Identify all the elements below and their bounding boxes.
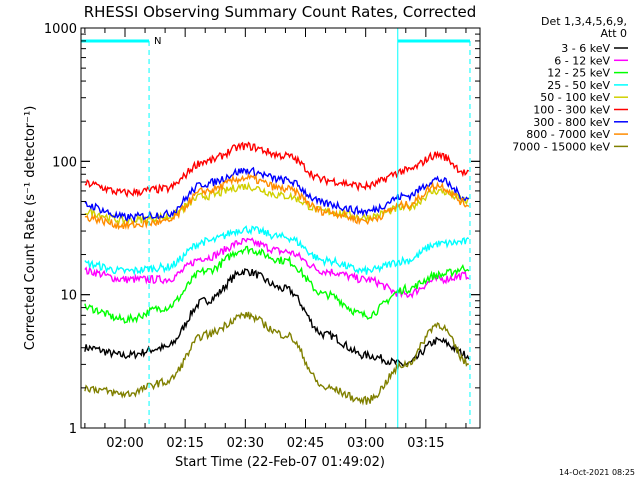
night-markers: N <box>81 28 471 428</box>
y-tick-label-3: 1000 <box>44 22 77 37</box>
plot-frame <box>80 27 481 429</box>
night-marker-label: N <box>154 36 161 47</box>
x-tick-label-4: 03:00 <box>347 436 384 451</box>
y-tick-label-0: 1 <box>69 422 77 437</box>
x-tick-label-5: 03:15 <box>407 436 444 451</box>
legend-label-4: 50 - 100 keV <box>540 91 610 104</box>
legend-label-0: 3 - 6 keV <box>561 42 610 55</box>
y-axis-label: Corrected Count Rate (s⁻¹ detector⁻¹) <box>23 106 38 351</box>
x-tick-label-3: 02:45 <box>287 436 324 451</box>
x-tick-label-1: 02:15 <box>166 436 203 451</box>
legend-header-detectors: Det 1,3,4,5,6,9, <box>541 15 627 28</box>
y-axis: 1 10 100 1000 <box>44 22 480 437</box>
series-line-3 <box>84 225 470 276</box>
legend-header-attenuator: Att 0 <box>601 27 627 40</box>
y-tick-label-1: 10 <box>60 289 77 304</box>
legend-label-8: 7000 - 15000 keV <box>512 140 610 153</box>
legend-label-2: 12 - 25 keV <box>547 67 610 80</box>
x-tick-label-2: 02:30 <box>227 436 264 451</box>
x-tick-label-0: 02:00 <box>106 436 143 451</box>
x-axis-label: Start Time (22-Feb-07 01:49:02) <box>175 455 385 470</box>
legend-label-5: 100 - 300 keV <box>533 104 610 117</box>
x-axis: 02:00 02:15 02:30 02:45 03:00 03:15 <box>84 28 467 451</box>
y-tick-label-2: 100 <box>52 155 77 170</box>
series-line-1 <box>84 237 470 299</box>
footer-date: 14-Oct-2021 08:25 <box>559 468 635 477</box>
chart-title: RHESSI Observing Summary Count Rates, Co… <box>84 3 477 21</box>
legend-label-3: 25 - 50 keV <box>547 79 610 92</box>
legend-label-6: 300 - 800 keV <box>533 116 610 129</box>
legend-label-1: 6 - 12 keV <box>554 54 610 67</box>
legend-label-7: 800 - 7000 keV <box>526 128 610 141</box>
